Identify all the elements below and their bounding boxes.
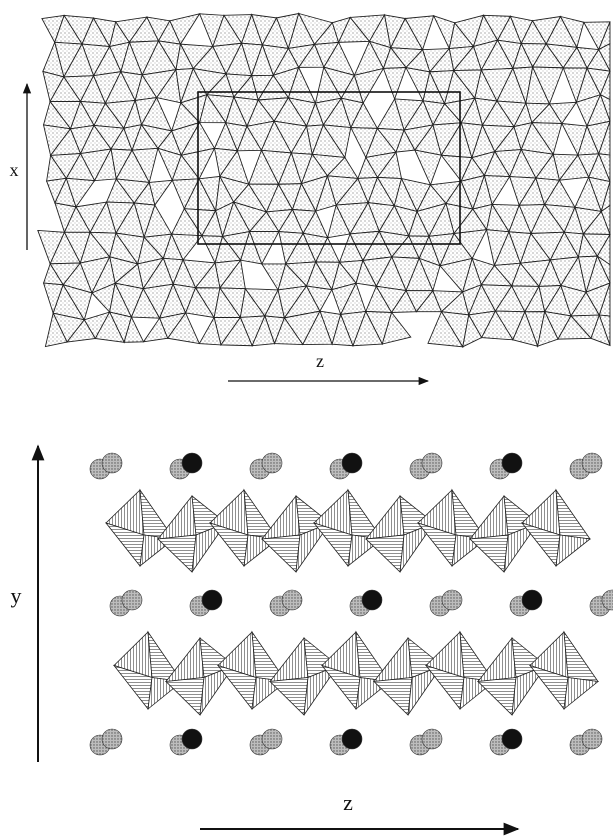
atom-dark [522, 590, 542, 610]
atom-dark [182, 729, 202, 749]
top-polyhedra-mesh [38, 14, 610, 347]
atom-dark [362, 590, 382, 610]
octahedron-face [374, 678, 412, 716]
octahedron-face [470, 535, 508, 572]
atom [422, 453, 442, 473]
atom-dark [342, 453, 362, 473]
y-axis-label: y [11, 583, 22, 608]
atom-dark [342, 729, 362, 749]
atom [122, 590, 142, 610]
atom [262, 453, 282, 473]
atom [282, 590, 302, 610]
octahedron-face [478, 638, 516, 682]
octahedron-face [262, 496, 300, 539]
polyhedron-face [383, 68, 406, 99]
octahedron-face [470, 496, 508, 539]
atom-dark [202, 590, 222, 610]
octahedron-face [270, 678, 308, 716]
atom [582, 729, 602, 749]
octahedron-face [158, 535, 196, 572]
octahedron-face [166, 638, 204, 682]
atom [422, 729, 442, 749]
atom [442, 590, 462, 610]
atom [102, 729, 122, 749]
octahedron-face [556, 535, 590, 566]
octahedron-face [564, 678, 598, 710]
z-axis-label: z [343, 790, 353, 815]
octahedron-face [556, 490, 590, 539]
atom-dark [502, 453, 522, 473]
octahedron-face [366, 496, 404, 539]
figure: x z y z [0, 0, 613, 838]
atom [582, 453, 602, 473]
octahedron-face [564, 632, 598, 682]
octahedron-face [366, 535, 404, 572]
octahedron-face [478, 678, 516, 716]
octahedron-face [158, 496, 196, 539]
atom [262, 729, 282, 749]
atom-dark [502, 729, 522, 749]
atom [102, 453, 122, 473]
polyhedron-face [415, 150, 441, 185]
z-axis-label: z [316, 351, 324, 371]
octahedron-face [374, 638, 412, 682]
x-axis-label: x [10, 160, 19, 180]
octahedron-face [262, 535, 300, 572]
octahedron-face [166, 678, 204, 716]
octahedron-face [270, 638, 308, 682]
atom-dark [182, 453, 202, 473]
